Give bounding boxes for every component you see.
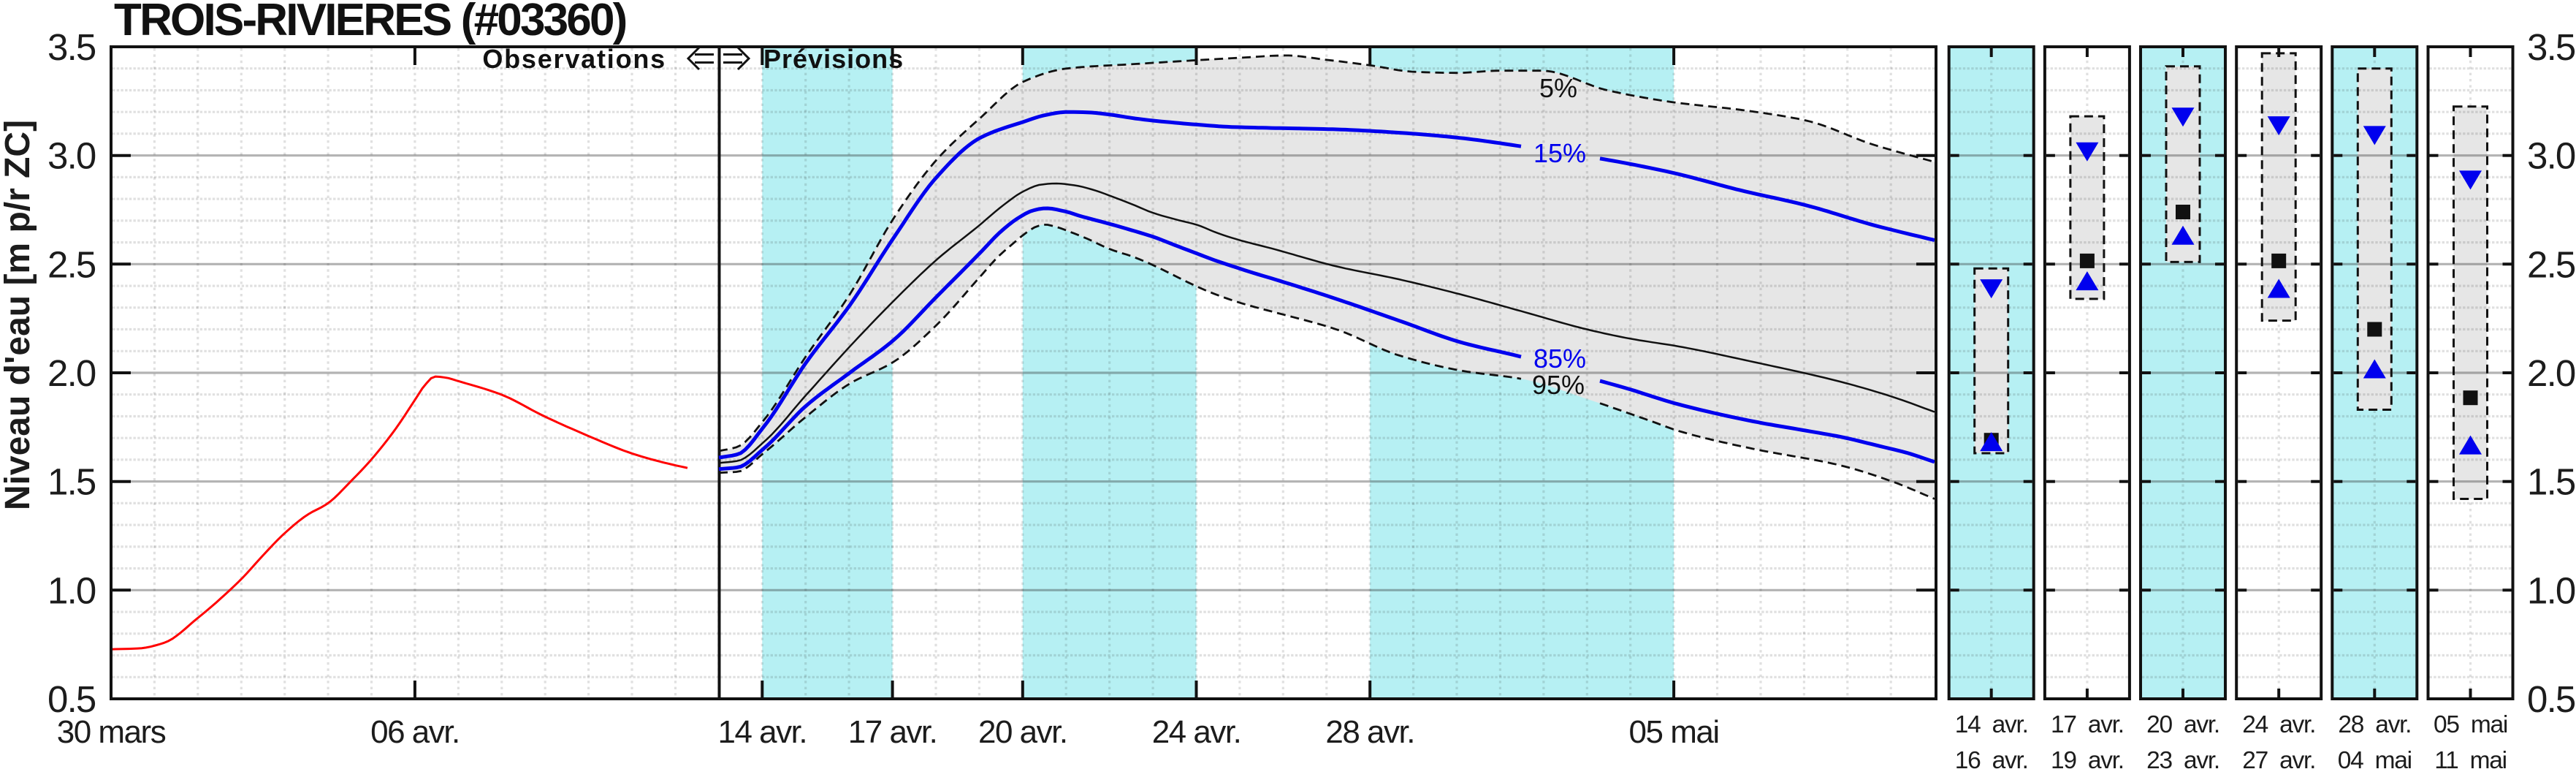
svg-text:95%: 95%	[1532, 370, 1585, 400]
svg-text:04 mai: 04 mai	[2338, 747, 2412, 769]
svg-text:14 avr.: 14 avr.	[718, 714, 807, 750]
svg-text:28 avr.: 28 avr.	[1325, 714, 1414, 750]
svg-text:Prévisions: Prévisions	[763, 44, 904, 74]
svg-text:15%: 15%	[1533, 138, 1586, 168]
svg-text:23 avr.: 23 avr.	[2146, 747, 2219, 769]
svg-text:14 avr.: 14 avr.	[1955, 711, 2028, 738]
svg-text:0.5: 0.5	[2527, 678, 2575, 720]
svg-text:1.5: 1.5	[47, 461, 96, 503]
svg-text:TROIS-RIVIERES (#03360): TROIS-RIVIERES (#03360)	[114, 0, 626, 45]
svg-text:24 avr.: 24 avr.	[1152, 714, 1241, 750]
svg-text:28 avr.: 28 avr.	[2338, 711, 2411, 738]
svg-text:0.5: 0.5	[47, 678, 96, 720]
svg-text:17 avr.: 17 avr.	[2051, 711, 2124, 738]
svg-text:Niveau d'eau [m p/r ZC]: Niveau d'eau [m p/r ZC]	[0, 120, 37, 510]
svg-text:1.0: 1.0	[47, 569, 96, 611]
svg-text:2.0: 2.0	[2527, 352, 2575, 394]
svg-text:24 avr.: 24 avr.	[2242, 711, 2315, 738]
svg-text:11 mai: 11 mai	[2434, 747, 2507, 769]
svg-text:Observations: Observations	[482, 44, 666, 74]
svg-text:3.0: 3.0	[2527, 135, 2575, 177]
svg-text:20 avr.: 20 avr.	[978, 714, 1067, 750]
svg-text:5%: 5%	[1539, 73, 1577, 103]
svg-text:2.0: 2.0	[47, 352, 96, 394]
svg-text:05 mai: 05 mai	[2434, 711, 2507, 738]
svg-text:20 avr.: 20 avr.	[2146, 711, 2219, 738]
svg-text:3.5: 3.5	[2527, 26, 2575, 68]
svg-text:3.5: 3.5	[47, 26, 96, 68]
svg-text:06 avr.: 06 avr.	[370, 714, 460, 750]
svg-text:1.5: 1.5	[2527, 461, 2575, 503]
svg-text:2.5: 2.5	[47, 243, 96, 285]
svg-text:16 avr.: 16 avr.	[1955, 747, 2028, 769]
svg-text:17 avr.: 17 avr.	[848, 714, 937, 750]
svg-text:3.0: 3.0	[47, 135, 96, 177]
svg-text:19 avr.: 19 avr.	[2051, 747, 2124, 769]
svg-text:27 avr.: 27 avr.	[2242, 747, 2315, 769]
svg-text:05 mai: 05 mai	[1629, 714, 1719, 750]
svg-text:30 mars: 30 mars	[57, 714, 166, 750]
svg-text:2.5: 2.5	[2527, 243, 2575, 285]
svg-text:1.0: 1.0	[2527, 569, 2575, 611]
svg-text:85%: 85%	[1533, 344, 1586, 374]
